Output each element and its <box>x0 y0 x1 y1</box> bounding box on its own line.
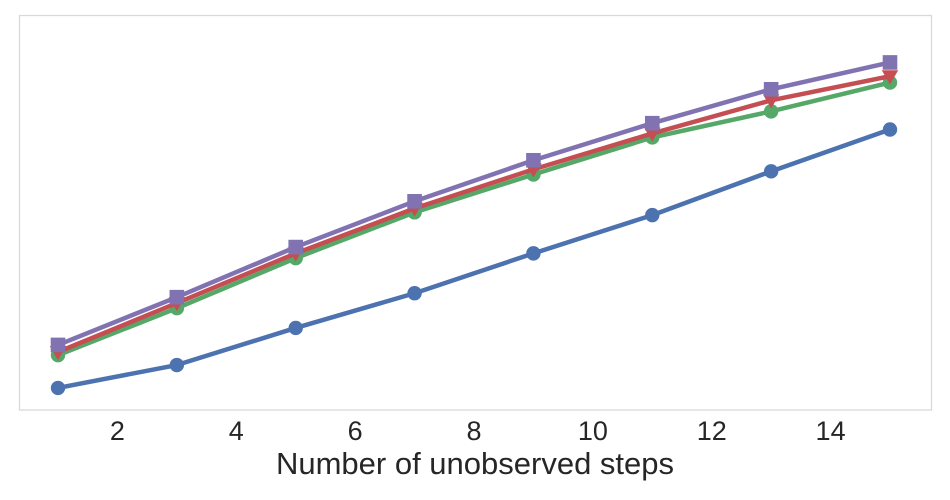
marker-blue-circle <box>50 380 66 396</box>
marker-blue-circle <box>526 246 541 261</box>
marker-purple-square <box>288 239 304 255</box>
series-line-blue-circle <box>55 127 893 391</box>
marker-blue-circle <box>407 286 422 301</box>
marker-red-triangle-down <box>881 70 899 85</box>
x-tick-label: 6 <box>348 416 363 446</box>
marker-blue-circle <box>645 207 660 223</box>
marker-purple-square <box>407 194 422 209</box>
marker-purple-square <box>763 81 779 97</box>
marker-purple-square <box>526 152 541 168</box>
marker-red-triangle-down <box>762 94 780 109</box>
marker-purple-square <box>169 289 185 305</box>
x-tick-label: 4 <box>229 416 244 446</box>
x-tick-label: 12 <box>697 416 727 446</box>
x-axis-label: Number of unobserved steps <box>275 446 675 481</box>
series-line-purple-square <box>55 60 893 348</box>
series-line-green-circle <box>55 80 893 358</box>
marker-blue-circle <box>763 164 779 179</box>
marker-green-circle <box>763 104 779 119</box>
marker-blue-circle <box>288 320 303 336</box>
marker-blue-circle <box>169 357 185 373</box>
x-tick-label: 2 <box>110 416 125 446</box>
x-tick-label: 10 <box>578 416 608 446</box>
plot-border <box>18 14 933 411</box>
marker-blue-circle <box>882 122 898 137</box>
x-tick-label: 8 <box>466 416 481 446</box>
x-tick-label: 14 <box>816 416 846 446</box>
marker-red-triangle-down <box>644 127 661 142</box>
marker-purple-square <box>882 55 898 70</box>
marker-purple-square <box>50 337 66 353</box>
series-line-red-triangle-down <box>55 74 893 355</box>
marker-purple-square <box>644 115 660 131</box>
